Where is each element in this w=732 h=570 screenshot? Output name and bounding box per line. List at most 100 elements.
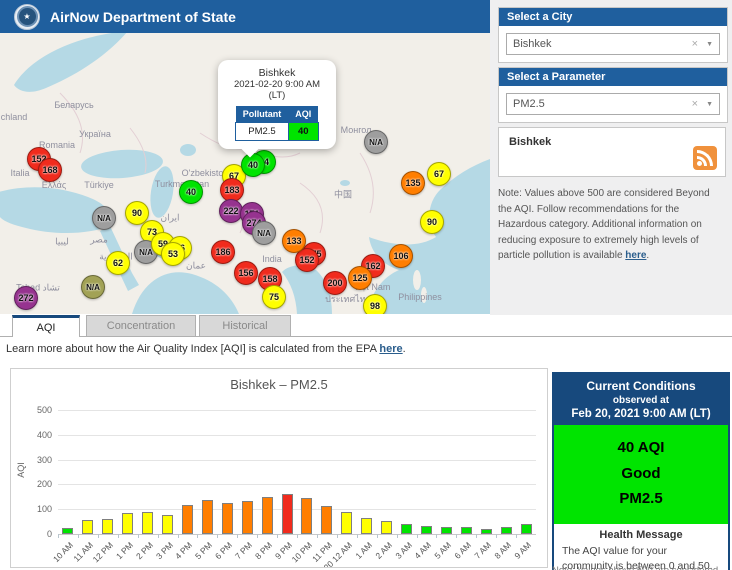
aqi-marker[interactable]: 98 [363, 294, 387, 314]
chart-bar[interactable] [361, 518, 372, 534]
x-tick [317, 534, 318, 538]
x-tick [277, 534, 278, 538]
chart-bar[interactable] [381, 521, 392, 534]
tab-aqi[interactable]: AQI [12, 315, 80, 337]
x-tick [417, 534, 418, 538]
aqi-marker[interactable]: 62 [106, 251, 130, 275]
map-place-label: Ελλάς [42, 180, 66, 190]
parameter-panel: Select a Parameter PM2.5 × ▼ [498, 67, 728, 123]
y-tick-label: 0 [26, 529, 52, 539]
aqi-map[interactable]: chlandБеларусьУкраїнаRomaniaItaliaΕλλάςT… [0, 33, 490, 314]
aqi-marker[interactable]: N/A [81, 275, 105, 299]
y-tick-label: 300 [26, 455, 52, 465]
tab-concentration[interactable]: Concentration [86, 315, 196, 336]
map-place-label: Philippines [398, 292, 442, 302]
rss-icon[interactable] [693, 146, 717, 170]
aqi-marker[interactable]: 67 [427, 162, 451, 186]
popup-timezone: (LT) [222, 90, 332, 101]
tab-historical[interactable]: Historical [199, 315, 291, 336]
aqi-marker[interactable]: 200 [323, 271, 347, 295]
aqi-marker[interactable]: 186 [211, 240, 235, 264]
parameter-select[interactable]: PM2.5 × ▼ [506, 93, 720, 115]
chart-bar[interactable] [102, 519, 113, 534]
x-tick [516, 534, 517, 538]
aqi-marker[interactable]: 40 [179, 180, 203, 204]
y-tick-label: 400 [26, 430, 52, 440]
note-here-link[interactable]: here [625, 250, 646, 261]
chart-bar[interactable] [82, 520, 93, 534]
aqi-marker[interactable]: 90 [420, 210, 444, 234]
x-tick [237, 534, 238, 538]
aqi-marker[interactable]: 75 [262, 285, 286, 309]
map-place-label: مصر [90, 235, 108, 246]
chart-bar[interactable] [142, 512, 153, 534]
city-caret-icon[interactable]: ▼ [706, 41, 713, 48]
aqi-pollutant: PM2.5 [554, 486, 728, 512]
parameter-caret-icon[interactable]: ▼ [706, 101, 713, 108]
x-tick [98, 534, 99, 538]
learn-more-text: Learn more about how the Air Quality Ind… [6, 343, 406, 355]
chart-bar[interactable] [262, 497, 273, 534]
x-tick [178, 534, 179, 538]
sidebar-note: Note: Values above 500 are considered Be… [498, 186, 726, 264]
aqi-marker[interactable]: N/A [252, 221, 276, 245]
aqi-marker[interactable]: 135 [401, 171, 425, 195]
parameter-select-value: PM2.5 [513, 98, 692, 110]
aqi-marker[interactable]: 53 [161, 242, 185, 266]
note-text: Note: Values above 500 are considered Be… [498, 188, 710, 261]
x-tick [138, 534, 139, 538]
chart-bar[interactable] [341, 512, 352, 534]
chart-bar[interactable] [421, 526, 432, 534]
aqi-marker[interactable]: 272 [14, 286, 38, 310]
aqi-value: 40 AQI [554, 435, 728, 461]
chart-bar[interactable] [501, 527, 512, 534]
chart-bar[interactable] [461, 527, 472, 534]
map-place-label: ليبيا [55, 237, 69, 248]
chart-bar[interactable] [521, 524, 532, 534]
aqi-marker[interactable]: N/A [92, 206, 116, 230]
map-place-label: Italia [10, 168, 29, 178]
observed-at-label: observed at [556, 395, 726, 406]
x-tick [377, 534, 378, 538]
aqi-marker[interactable]: 133 [282, 229, 306, 253]
aqi-marker[interactable]: N/A [364, 130, 388, 154]
chart-bar[interactable] [202, 500, 213, 534]
aqi-marker[interactable]: 168 [38, 158, 62, 182]
clipped-note: Note: Values above 500 are considered Be… [552, 564, 730, 570]
popup-col-aqi: AQI [288, 106, 318, 123]
x-tick [58, 534, 59, 538]
parameter-clear-icon[interactable]: × [692, 98, 698, 110]
city-clear-icon[interactable]: × [692, 38, 698, 50]
chart-bar[interactable] [441, 527, 452, 534]
city-select-value: Bishkek [513, 38, 692, 50]
feed-box: Bishkek [498, 127, 726, 177]
aqi-marker[interactable]: 106 [389, 244, 413, 268]
x-tick [118, 534, 119, 538]
parameter-panel-title: Select a Parameter [499, 68, 727, 86]
aqi-summary-block: 40 AQI Good PM2.5 [554, 425, 728, 524]
chart-bar[interactable] [282, 494, 293, 534]
tab-bar: AQI ConcentrationHistorical [0, 315, 732, 337]
chart-bar[interactable] [222, 503, 233, 534]
map-place-label: chland [1, 112, 28, 122]
observed-datetime: Feb 20, 2021 9:00 AM (LT) [556, 408, 726, 420]
chart-bar[interactable] [182, 505, 193, 534]
chart-bar[interactable] [62, 528, 73, 534]
chart-bar[interactable] [242, 501, 253, 534]
chart-bar[interactable] [401, 524, 412, 534]
aqi-marker[interactable]: 125 [348, 266, 372, 290]
x-tick [197, 534, 198, 538]
chart-bar[interactable] [162, 515, 173, 534]
city-select[interactable]: Bishkek × ▼ [506, 33, 720, 55]
chart-bar[interactable] [321, 506, 332, 534]
learn-more-here-link[interactable]: here [379, 343, 402, 355]
x-tick [436, 534, 437, 538]
x-tick [257, 534, 258, 538]
y-tick-label: 500 [26, 405, 52, 415]
aqi-marker[interactable]: 40 [241, 153, 265, 177]
aqi-marker[interactable]: 156 [234, 261, 258, 285]
chart-bar[interactable] [481, 529, 492, 534]
map-place-label: ايران [160, 213, 179, 224]
chart-bar[interactable] [122, 513, 133, 534]
chart-bar[interactable] [301, 498, 312, 534]
